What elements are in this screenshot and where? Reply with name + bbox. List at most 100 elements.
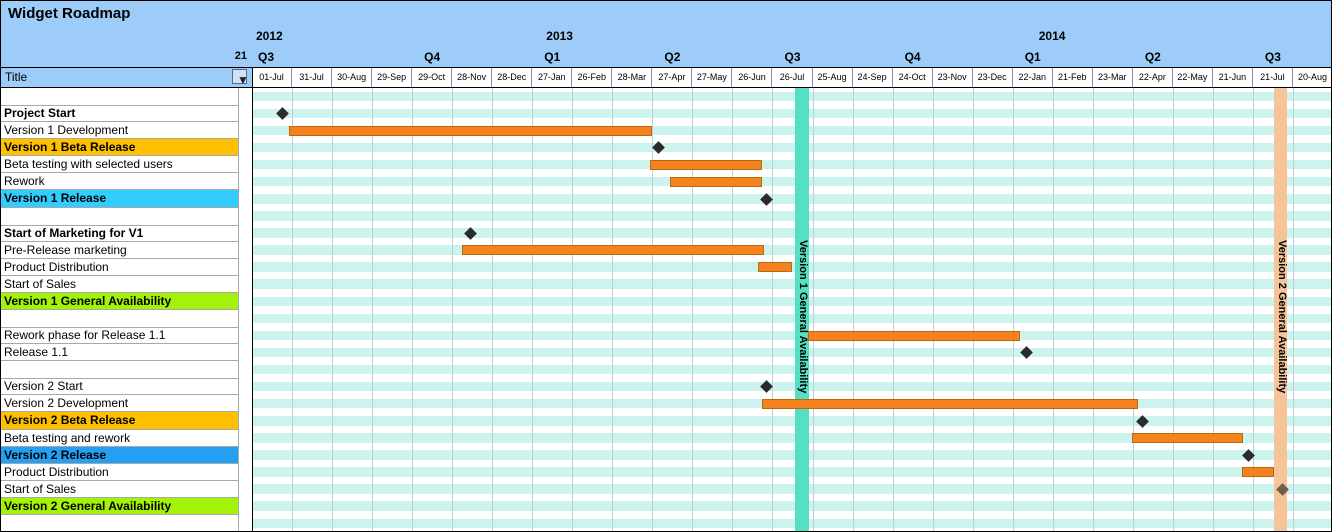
row-stripe [252, 313, 1331, 324]
task-title: Version 2 Release [4, 447, 107, 462]
row-stripe [252, 467, 1331, 477]
task-title: Start of Sales [4, 276, 77, 291]
row-stripe [252, 108, 1331, 119]
row-stripe [252, 518, 1331, 529]
header-divider [1, 87, 1331, 88]
row-stripe [252, 433, 1331, 443]
row-stripe [252, 194, 1331, 204]
task-row[interactable]: Start of Sales [1, 276, 238, 293]
gantt-bar[interactable] [669, 176, 763, 187]
task-row[interactable]: Project Start [1, 105, 238, 122]
panel-chart-divider [252, 67, 253, 531]
task-row[interactable]: Version 2 General Availability [1, 497, 238, 515]
date-column-header: 31-Jul [292, 67, 333, 87]
row-divider [1, 224, 238, 226]
task-list-panel: Project Start Version 1 Development Versio… [1, 88, 252, 531]
quarter-label: Q1 [1024, 50, 1041, 64]
panel-column-divider [238, 88, 239, 531]
quarter-label: Q4 [424, 50, 441, 64]
ga-band-label: Version 2 General Availability [1275, 240, 1288, 394]
row-stripe [252, 416, 1331, 426]
task-row[interactable]: Version 2 Beta Release [1, 412, 238, 430]
date-column-header: 01-Jul [252, 67, 293, 87]
date-column-header: 26-Feb [572, 67, 613, 87]
date-column-header: 23-Dec [972, 67, 1013, 87]
task-row[interactable]: Release 1.1 [1, 344, 238, 361]
column-gridline [812, 88, 814, 531]
column-gridline [612, 88, 614, 531]
date-column-header: 28-Nov [452, 67, 493, 87]
task-row[interactable]: Rework phase for Release 1.1 [1, 327, 238, 344]
task-row[interactable]: Version 1 Beta Release [1, 139, 238, 157]
task-row[interactable]: Version 2 Development [1, 395, 238, 412]
task-row[interactable]: Product Distribution [1, 464, 238, 481]
gantt-bar[interactable] [1132, 433, 1243, 444]
date-column-header: 27-Jan [532, 67, 573, 87]
row-stripe [252, 125, 1331, 136]
task-row[interactable]: Version 2 Start [1, 378, 238, 395]
ga-milestone-band [1274, 88, 1288, 531]
task-row[interactable]: Version 1 General Availability [1, 292, 238, 310]
task-row[interactable]: Product Distribution [1, 259, 238, 276]
row-stripe [252, 364, 1331, 375]
gantt-bar[interactable] [1242, 467, 1274, 478]
row-divider [1, 121, 238, 123]
year-label: 2014 [1038, 29, 1066, 43]
task-title: Product Distribution [4, 464, 109, 479]
row-stripe [252, 228, 1331, 238]
quarter-label: Q2 [664, 50, 681, 64]
row-divider [1, 445, 238, 447]
task-row[interactable]: Rework [1, 173, 238, 190]
gantt-bar[interactable] [650, 159, 763, 170]
column-gridline [1212, 88, 1214, 531]
task-row[interactable]: Version 1 Development [1, 122, 238, 139]
task-title: Version 1 Release [4, 191, 107, 206]
title-filter-dropdown[interactable]: ▼ [232, 69, 249, 87]
row-stripe [252, 245, 1331, 255]
task-title: Start of Sales [4, 481, 77, 496]
task-row[interactable]: Pre-Release marketing [1, 242, 238, 259]
date-column-header: 29-Sep [372, 67, 413, 87]
row-stripe [252, 381, 1331, 392]
task-title: Start of Marketing for V1 [4, 225, 144, 240]
date-column-header: 26-Jul [772, 67, 813, 87]
task-title: Version 2 General Availability [4, 498, 172, 513]
date-column-header: 21-Jul [1252, 67, 1293, 87]
column-gridline [1092, 88, 1094, 531]
task-title: Project Start [4, 106, 76, 121]
gantt-bar[interactable] [462, 245, 764, 256]
title-column-header: Title [5, 70, 28, 84]
task-title: Version 1 Development [4, 123, 129, 138]
gantt-bar[interactable] [761, 398, 1138, 409]
date-column-header: 23-Nov [932, 67, 973, 87]
date-column-header: 20-Aug [1292, 67, 1331, 87]
gantt-bar[interactable] [758, 262, 793, 273]
gantt-bar[interactable] [289, 125, 652, 136]
date-column-header: 21-Jun [1212, 67, 1253, 87]
column-gridline [452, 88, 454, 531]
task-title: Rework phase for Release 1.1 [4, 328, 166, 343]
task-title: Version 1 General Availability [4, 293, 172, 308]
row-stripe [252, 450, 1331, 460]
task-row[interactable]: Version 1 Release [1, 190, 238, 208]
column-gridline [372, 88, 374, 531]
task-row[interactable]: Beta testing with selected users [1, 156, 238, 173]
row-divider [1, 105, 238, 107]
task-row[interactable]: Start of Marketing for V1 [1, 225, 238, 242]
column-gridline [972, 88, 974, 531]
column-gridline [1252, 88, 1254, 531]
header-divider [1, 67, 1331, 68]
task-row[interactable]: Beta testing and rework [1, 430, 238, 447]
task-row[interactable]: Version 2 Release [1, 446, 238, 464]
task-title: Release 1.1 [4, 345, 69, 360]
date-column-header: 24-Sep [852, 67, 893, 87]
gantt-bar[interactable] [807, 330, 1020, 341]
date-column-header: 26-Jun [732, 67, 773, 87]
row-divider [1, 394, 238, 396]
column-gridline [572, 88, 574, 531]
column-gridline [932, 88, 934, 531]
date-column-header: 28-Mar [612, 67, 653, 87]
task-title: Beta testing with selected users [4, 157, 173, 172]
task-row[interactable]: Start of Sales [1, 481, 238, 498]
